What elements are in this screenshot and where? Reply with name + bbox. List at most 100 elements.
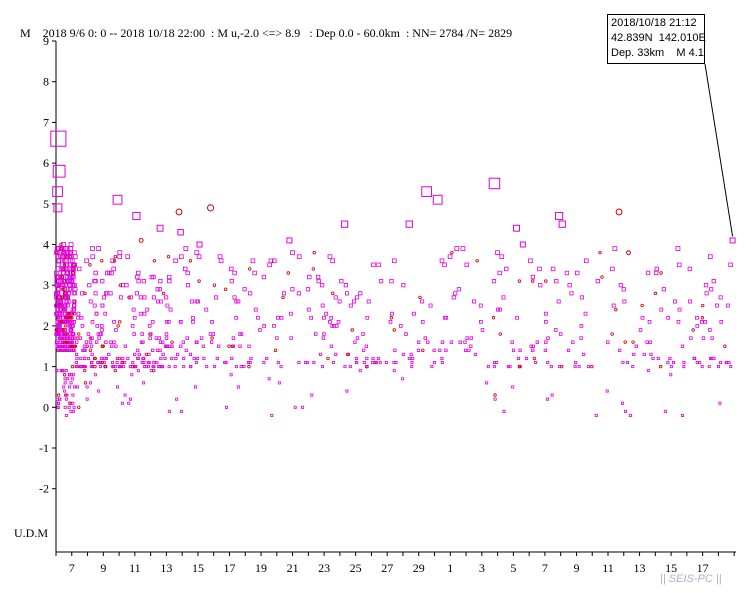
event-marker xyxy=(78,365,82,369)
event-marker xyxy=(104,356,108,361)
event-marker xyxy=(72,283,77,288)
event-marker xyxy=(109,340,113,344)
event-marker xyxy=(710,336,714,340)
event-marker xyxy=(376,356,380,361)
event-marker xyxy=(249,356,253,361)
event-marker xyxy=(197,279,201,283)
y-tick-label: 3 xyxy=(43,278,49,292)
event-tooltip: 2018/10/18 21:12 42.839N 142.010E Dep. 3… xyxy=(607,14,706,64)
event-marker xyxy=(677,307,682,312)
event-marker xyxy=(532,356,537,361)
event-marker xyxy=(718,401,722,405)
event-marker xyxy=(62,259,66,263)
counts-text: : NN= 2784 /N= 2829 xyxy=(405,26,513,40)
event-marker xyxy=(365,356,369,361)
event-marker xyxy=(638,328,643,332)
event-marker xyxy=(71,401,75,405)
event-marker xyxy=(248,360,252,365)
event-marker xyxy=(121,356,125,361)
event-marker xyxy=(659,307,664,312)
event-marker xyxy=(306,307,311,312)
event-marker xyxy=(63,291,67,296)
event-marker xyxy=(73,287,78,292)
event-marker xyxy=(54,303,59,308)
event-marker xyxy=(289,311,293,316)
event-marker xyxy=(371,360,375,365)
event-marker xyxy=(618,283,623,288)
event-marker xyxy=(60,287,65,291)
event-marker xyxy=(101,344,105,348)
event-marker xyxy=(77,405,81,409)
event-marker xyxy=(69,409,73,413)
event-marker xyxy=(510,340,514,344)
event-marker xyxy=(70,340,74,344)
event-marker xyxy=(656,356,660,361)
event-marker xyxy=(543,348,547,352)
event-marker xyxy=(107,352,111,356)
event-marker xyxy=(261,274,267,280)
event-marker xyxy=(704,291,709,296)
event-marker xyxy=(118,356,122,361)
x-tick-label: 11 xyxy=(129,561,141,575)
y-tick-label: 0 xyxy=(43,400,49,414)
event-marker xyxy=(57,336,62,340)
event-marker xyxy=(621,401,625,405)
event-marker xyxy=(150,348,155,352)
event-marker xyxy=(56,287,61,292)
event-marker xyxy=(430,365,434,369)
event-marker xyxy=(65,397,69,401)
event-marker xyxy=(247,267,252,271)
event-marker xyxy=(62,373,67,377)
event-marker xyxy=(92,278,97,284)
major-event-marker xyxy=(421,186,432,197)
event-marker xyxy=(590,364,594,369)
event-marker xyxy=(154,336,159,340)
event-marker xyxy=(164,295,169,300)
event-marker xyxy=(61,283,66,288)
event-marker xyxy=(695,360,699,365)
event-marker xyxy=(564,270,570,276)
event-marker xyxy=(344,291,350,296)
event-marker xyxy=(128,295,133,300)
event-marker xyxy=(727,360,731,365)
event-marker xyxy=(72,373,76,377)
event-marker xyxy=(62,385,66,389)
event-marker xyxy=(116,324,120,328)
event-marker xyxy=(158,340,163,344)
event-marker xyxy=(72,299,77,304)
event-marker xyxy=(56,405,60,409)
event-marker xyxy=(401,377,405,381)
event-marker xyxy=(218,258,224,264)
event-marker xyxy=(75,385,79,389)
event-marker xyxy=(72,311,77,316)
event-marker xyxy=(528,258,533,264)
event-marker xyxy=(350,328,354,332)
event-marker xyxy=(378,360,382,365)
event-marker xyxy=(61,270,66,276)
event-marker xyxy=(215,356,219,361)
event-marker xyxy=(67,405,71,409)
event-marker xyxy=(289,336,293,340)
event-marker xyxy=(173,258,178,264)
event-marker xyxy=(68,385,72,389)
event-marker xyxy=(239,365,243,369)
event-marker xyxy=(195,299,200,304)
event-marker xyxy=(191,319,195,324)
event-marker xyxy=(83,356,87,361)
event-marker xyxy=(111,266,116,272)
event-marker xyxy=(175,397,179,401)
event-marker xyxy=(71,409,75,413)
event-marker xyxy=(56,393,61,397)
event-marker xyxy=(142,365,146,369)
event-marker xyxy=(511,385,515,389)
event-marker xyxy=(165,303,170,308)
event-marker xyxy=(127,401,131,405)
event-marker xyxy=(179,254,184,260)
event-marker xyxy=(69,319,74,324)
event-marker xyxy=(421,348,425,353)
event-marker xyxy=(518,364,522,369)
event-marker xyxy=(631,340,635,344)
event-marker xyxy=(123,344,127,348)
event-marker xyxy=(74,340,79,344)
event-marker xyxy=(695,324,700,328)
